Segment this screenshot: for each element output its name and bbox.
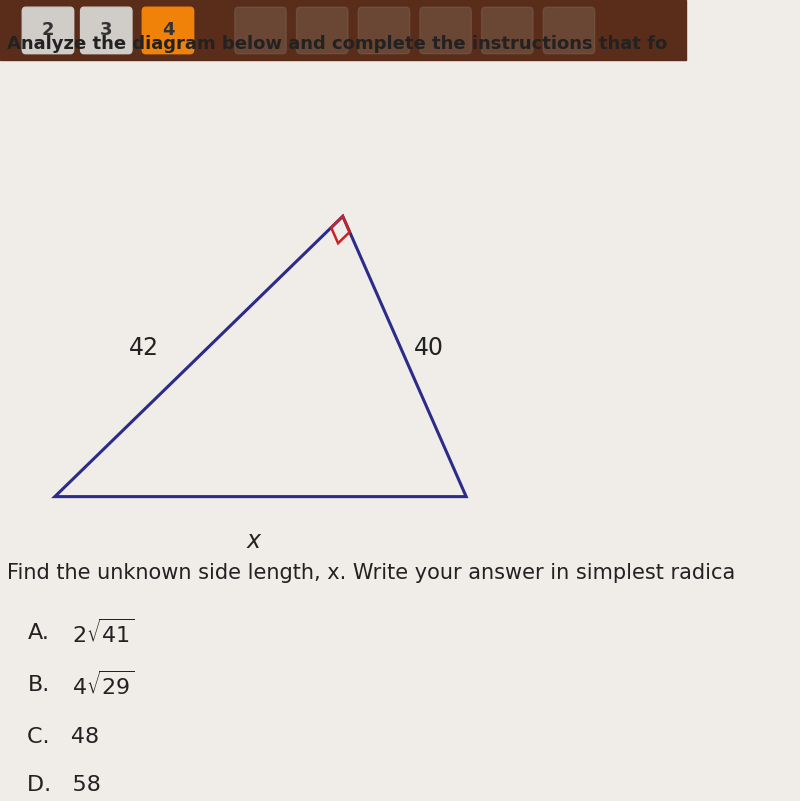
Text: 4: 4	[162, 22, 174, 39]
Text: 2: 2	[42, 22, 54, 39]
FancyBboxPatch shape	[235, 7, 286, 54]
Text: 42: 42	[129, 336, 159, 360]
Text: Analyze the diagram below and complete the instructions that fo: Analyze the diagram below and complete t…	[7, 35, 667, 53]
FancyBboxPatch shape	[142, 7, 194, 54]
Text: 3: 3	[100, 22, 113, 39]
FancyBboxPatch shape	[297, 7, 348, 54]
FancyBboxPatch shape	[358, 7, 410, 54]
Text: B.: B.	[27, 675, 50, 694]
FancyBboxPatch shape	[22, 7, 74, 54]
FancyBboxPatch shape	[81, 7, 132, 54]
FancyBboxPatch shape	[543, 7, 594, 54]
Text: A.: A.	[27, 623, 50, 642]
Text: C.   48: C. 48	[27, 727, 99, 747]
Text: D.   58: D. 58	[27, 775, 102, 795]
Text: $2\sqrt{41}$: $2\sqrt{41}$	[72, 618, 135, 647]
Text: x: x	[246, 529, 261, 553]
Text: 40: 40	[414, 336, 443, 360]
Text: Find the unknown side length, x. Write your answer in simplest radica: Find the unknown side length, x. Write y…	[7, 563, 735, 582]
FancyBboxPatch shape	[482, 7, 533, 54]
Bar	[0, 0, 686, 60]
Text: $4\sqrt{29}$: $4\sqrt{29}$	[72, 670, 134, 699]
FancyBboxPatch shape	[420, 7, 471, 54]
